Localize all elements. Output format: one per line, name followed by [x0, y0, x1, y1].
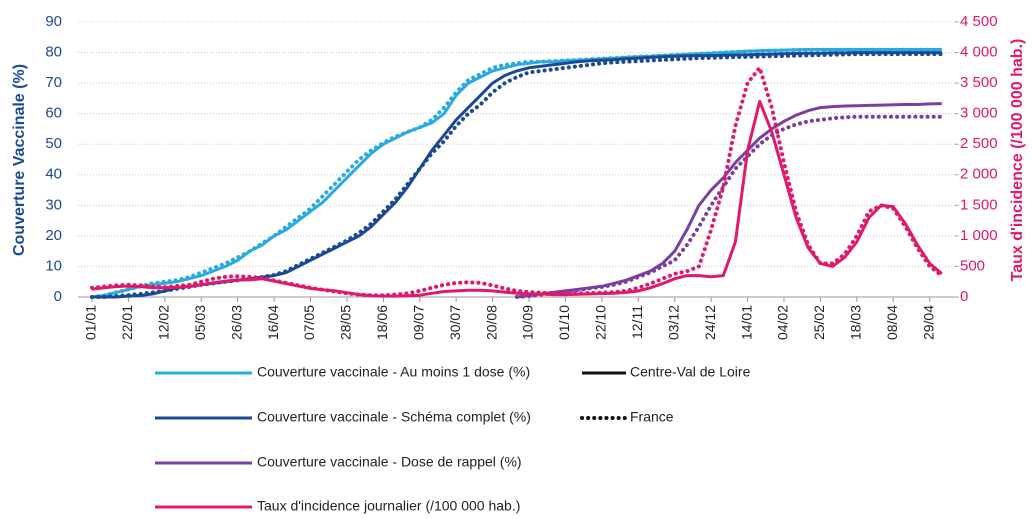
y-tick-label: 40: [45, 166, 62, 183]
x-tick-label: 09/07: [410, 305, 426, 340]
x-tick-label: 22/10: [593, 305, 609, 340]
x-tick-label: 12/02: [156, 305, 172, 340]
legend-label: Couverture vaccinale - Dose de rappel (%…: [257, 454, 522, 470]
x-tick-label: 03/12: [665, 305, 681, 340]
y-tick-label: 50: [45, 135, 62, 152]
series-line: [90, 47, 944, 299]
y-tick-label: 60: [45, 105, 62, 122]
y-tick-label: 30: [45, 196, 62, 213]
x-tick-label: 25/02: [811, 305, 827, 340]
legend-label: Centre-Val de Loire: [630, 364, 751, 380]
y2-tick-label: 4 500: [960, 13, 998, 30]
y2-axis-title: Taux d'incidence (/100 000 hab.): [1009, 39, 1026, 282]
y-axis-title: Couverture Vaccinale (%): [11, 64, 28, 256]
series-line: [514, 114, 944, 299]
y-tick-label: 20: [45, 227, 62, 244]
series-line: [516, 102, 942, 299]
y2-tick-label: 0: [960, 288, 968, 305]
y2-tick-label: 1 000: [960, 227, 998, 244]
y2-tick-label: 500: [960, 257, 985, 274]
x-tick-label: 18/03: [848, 305, 864, 340]
x-tick-label: 01/10: [556, 305, 572, 340]
x-tick-label: 08/04: [884, 305, 900, 340]
y2-tick-label: 2 500: [960, 135, 998, 152]
x-tick-label: 26/03: [228, 305, 244, 340]
x-tick-label: 14/01: [738, 305, 754, 340]
series-line: [91, 99, 943, 298]
x-tick-label: 04/02: [775, 305, 791, 340]
legend-label: Couverture vaccinale - Au moins 1 dose (…: [257, 364, 530, 380]
series-line: [90, 52, 944, 299]
y2-tick-label: 1 500: [960, 196, 998, 213]
x-tick-label: 10/09: [520, 305, 536, 340]
y-tick-label: 80: [45, 44, 62, 61]
legend-label: France: [630, 409, 674, 425]
y-tick-label: 10: [45, 257, 62, 274]
x-tick-label: 24/12: [702, 305, 718, 340]
legend-label: Taux d'incidence journalier (/100 000 ha…: [257, 498, 520, 514]
y-tick-label: 90: [45, 13, 62, 30]
y2-tick-label: 4 000: [960, 44, 998, 61]
y2-tick-label: 3 000: [960, 105, 998, 122]
y-tick-label: 70: [45, 74, 62, 91]
y2-tick-label: 3 500: [960, 74, 998, 91]
series-line: [91, 48, 942, 299]
series-line: [90, 65, 944, 298]
y-tick-label: 0: [54, 288, 62, 305]
x-tick-label: 05/03: [192, 305, 208, 340]
x-tick-label: 30/07: [447, 305, 463, 340]
x-tick-label: 01/01: [83, 305, 99, 340]
x-tick-label: 20/08: [483, 305, 499, 340]
legend-label: Couverture vaccinale - Schéma complet (%…: [257, 409, 531, 425]
x-tick-label: 29/04: [920, 305, 936, 340]
y2-tick-label: 2 000: [960, 166, 998, 183]
x-tick-label: 07/05: [301, 305, 317, 340]
x-tick-label: 18/06: [374, 305, 390, 340]
x-tick-label: 12/11: [629, 305, 645, 339]
x-tick-label: 22/01: [119, 305, 135, 340]
x-tick-label: 28/05: [338, 305, 354, 340]
x-tick-label: 16/04: [265, 305, 281, 340]
